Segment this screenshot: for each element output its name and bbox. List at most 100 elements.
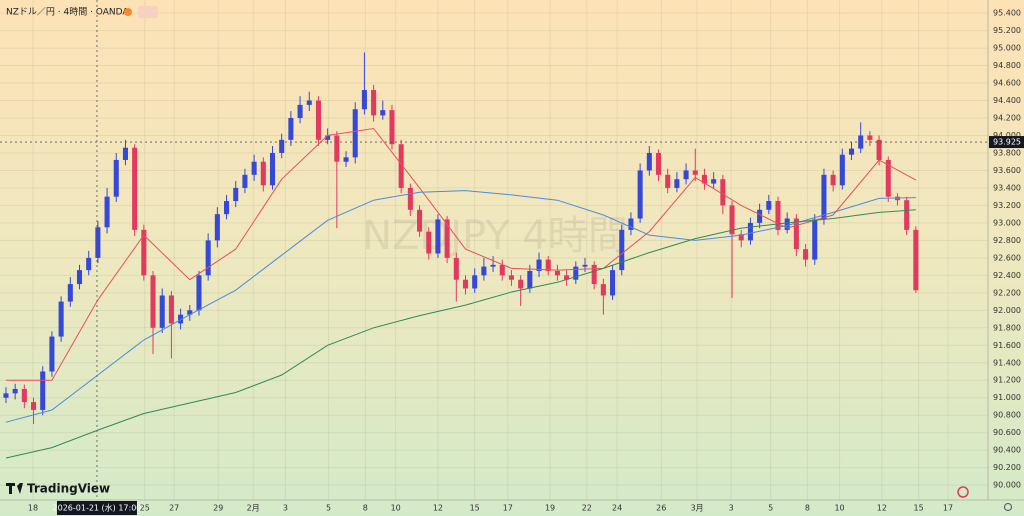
y-tick-label: 91.000	[993, 393, 1021, 402]
x-tick-label: 18	[28, 504, 38, 513]
y-tick-label: 91.800	[993, 323, 1021, 332]
candle-body	[665, 174, 671, 188]
x-tick-label: 22	[582, 504, 592, 513]
title-icons[interactable]	[124, 6, 158, 18]
y-tick-label: 92.200	[993, 288, 1021, 297]
brand-name: TradingView	[27, 482, 110, 496]
moving-average	[5, 209, 916, 459]
crosshair-x-box	[56, 501, 137, 515]
candle-body	[196, 275, 202, 311]
candle-body	[839, 154, 845, 186]
x-tick-label: 3	[729, 504, 734, 513]
candle-body	[619, 229, 625, 271]
y-tick-label: 92.800	[993, 236, 1021, 245]
x-tick-label: 2月	[247, 504, 260, 513]
y-tick-label: 95.200	[993, 26, 1021, 35]
x-tick-label: 5	[768, 504, 773, 513]
candle-body	[573, 266, 579, 280]
candle-body	[380, 110, 386, 116]
candle-body	[435, 219, 441, 254]
candle-body	[655, 152, 662, 175]
y-tick-label: 92.000	[993, 306, 1021, 315]
y-tick-label: 95.400	[993, 9, 1021, 18]
candle-body	[21, 388, 27, 403]
candle-body	[122, 147, 128, 160]
candle-body	[40, 371, 46, 410]
candle-body	[885, 159, 891, 197]
y-tick-label: 91.400	[993, 358, 1021, 367]
collapse-button[interactable]	[138, 6, 158, 18]
candle-body	[159, 295, 165, 328]
candle-body	[325, 135, 331, 140]
candle-body	[499, 264, 505, 276]
candle-body	[518, 279, 524, 289]
x-tick-label: 27	[169, 504, 179, 513]
crosshair-y-label: 93.925	[993, 138, 1021, 147]
candle-body	[674, 179, 680, 188]
candle-body	[141, 229, 147, 276]
candle-body	[233, 187, 239, 202]
alert-icon[interactable]	[957, 486, 969, 498]
candle-body	[398, 144, 404, 188]
candle-body	[536, 259, 542, 271]
x-tick-label: 8	[363, 504, 368, 513]
x-tick-label: 3	[283, 504, 288, 513]
candle-body	[306, 100, 312, 105]
candle-body	[738, 234, 744, 241]
chart-title: NZドル／円 · 4時間 · OANDA	[6, 7, 129, 18]
y-tick-label: 94.200	[993, 114, 1021, 123]
x-tick-label: 10	[834, 504, 844, 513]
candle-body	[527, 270, 533, 289]
candle-body	[821, 174, 827, 220]
candle-body	[766, 201, 772, 210]
candle-body	[812, 219, 818, 260]
candle-body	[775, 201, 781, 230]
x-tick-label: 29	[213, 504, 223, 513]
candle-body	[564, 275, 570, 280]
candle-body	[453, 257, 459, 280]
candle-body	[545, 259, 551, 271]
x-tick-label: 15	[914, 504, 924, 513]
plot	[3, 52, 919, 459]
candle-body	[490, 264, 496, 267]
candle-body	[784, 218, 790, 230]
candle-body	[646, 152, 652, 171]
y-tick-label: 92.400	[993, 271, 1021, 280]
moving-average	[5, 190, 916, 423]
candle-body	[610, 270, 616, 296]
candle-body	[747, 222, 753, 241]
x-tick-label: 8	[805, 504, 810, 513]
x-tick-label: 24	[612, 504, 622, 513]
candle-body	[848, 148, 855, 155]
x-tick-label: 12	[877, 504, 887, 513]
candle-body	[582, 264, 588, 267]
candle-body	[830, 174, 836, 186]
x-tick-label: 19	[545, 504, 555, 513]
x-tick-label: 15	[470, 504, 480, 513]
candle-body	[150, 275, 156, 328]
candle-body	[288, 118, 294, 140]
crosshair-x-label: 2026-01-21 (水) 17:00	[53, 503, 142, 513]
candle-body	[591, 264, 597, 285]
candle-body	[720, 179, 726, 206]
candle-body	[426, 231, 432, 254]
y-tick-label: 91.200	[993, 376, 1021, 385]
y-tick-label: 90.400	[993, 446, 1021, 455]
x-tick-label: 25	[140, 504, 150, 513]
candle-body	[803, 249, 809, 260]
candle-body	[407, 187, 413, 210]
settings-icon[interactable]	[1004, 503, 1012, 511]
y-tick-label: 94.000	[993, 131, 1021, 140]
candle-body	[692, 170, 698, 175]
candle-body	[462, 279, 469, 289]
logo-mark	[6, 483, 23, 494]
candle-body	[600, 284, 606, 296]
candle-body	[205, 240, 211, 276]
candle-body	[95, 227, 101, 258]
candle-body	[168, 295, 174, 324]
y-tick-label: 90.000	[993, 481, 1021, 490]
candle-body	[389, 110, 395, 145]
